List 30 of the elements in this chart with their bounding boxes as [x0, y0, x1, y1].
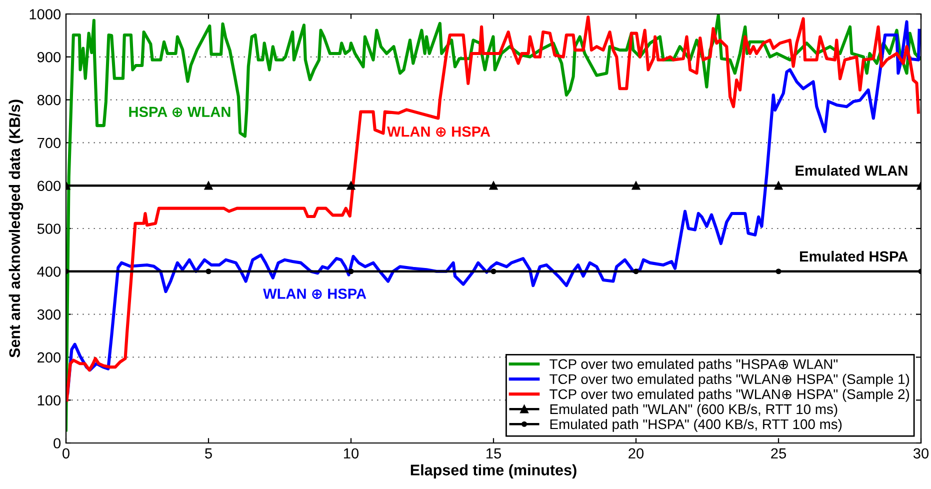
- annotation: Emulated HSPA: [800, 250, 908, 262]
- x-tick-label: 10: [344, 448, 359, 459]
- y-tick-label: 800: [37, 94, 61, 106]
- x-tick-label: 30: [913, 448, 929, 459]
- y-tick-label: 700: [38, 138, 61, 148]
- y-tick-label: 600: [38, 180, 61, 192]
- annotation: HSPA ⊕ WLAN: [129, 106, 230, 118]
- y-tick-label: 100: [38, 395, 61, 406]
- legend-label: TCP over two emulated paths "HSPA⊕ WLAN": [550, 358, 838, 372]
- legend-label: Emulated path "HSPA" (400 KB/s, RTT 100 ms): [550, 418, 842, 432]
- x-tick-label: 15: [486, 448, 501, 459]
- y-tick-label: 0: [54, 438, 61, 448]
- y-tick-label: 900: [37, 52, 61, 62]
- y-tick-label: 200: [38, 352, 61, 363]
- x-tick-label: 0: [62, 448, 70, 459]
- y-tick-label: 1000: [30, 9, 61, 20]
- annotation: WLAN ⊕ HSPA: [387, 126, 490, 137]
- legend-label: TCP over two emulated paths "WLAN⊕ HSPA" (Sample 2): [550, 388, 910, 402]
- y-axis-title: Sent and acknowledged data (KB/s): [8, 100, 24, 358]
- legend-label: TCP over two emulated paths "WLAN⊕ HSPA" (Sample 1): [550, 374, 910, 387]
- annotation: WLAN ⊕ HSPA: [263, 288, 366, 299]
- y-tick-label: 300: [37, 309, 61, 320]
- legend-label: Emulated path "WLAN" (600 KB/s, RTT 10 ms): [550, 404, 838, 417]
- x-axis-title: Elapsed time (minutes): [410, 464, 576, 478]
- annotation: Emulated WLAN: [796, 165, 908, 176]
- y-tick-label: 400: [37, 266, 61, 277]
- x-tick-label: 20: [628, 448, 644, 459]
- x-tick-label: 25: [771, 448, 786, 459]
- y-tick-label: 500: [37, 224, 61, 234]
- x-tick-label: 5: [205, 448, 212, 459]
